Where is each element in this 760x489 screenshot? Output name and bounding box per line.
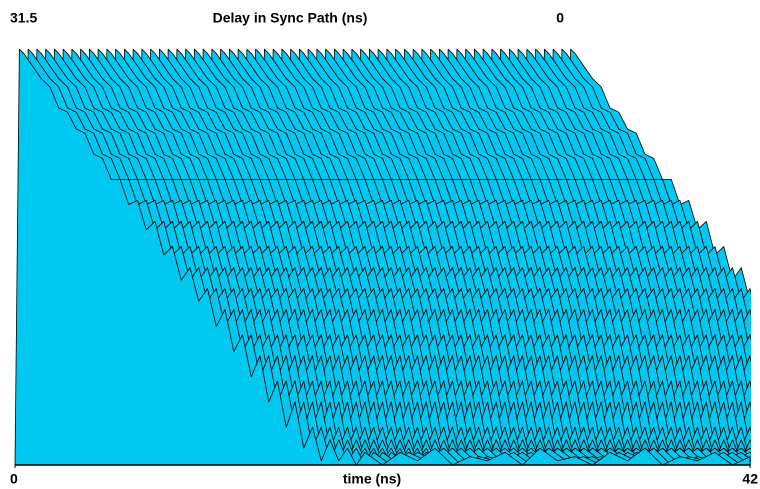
chart-title: Delay in Sync Path (ns) — [213, 10, 368, 26]
traces — [14, 48, 751, 466]
delay-tick-label: 0 — [556, 10, 564, 26]
x-tick-label: 42 — [742, 471, 758, 487]
x-axis-label: time (ns) — [343, 471, 401, 487]
trace — [14, 48, 751, 466]
delay-tick-label: 31.5 — [10, 10, 37, 26]
x-tick-label: 0 — [10, 471, 18, 487]
